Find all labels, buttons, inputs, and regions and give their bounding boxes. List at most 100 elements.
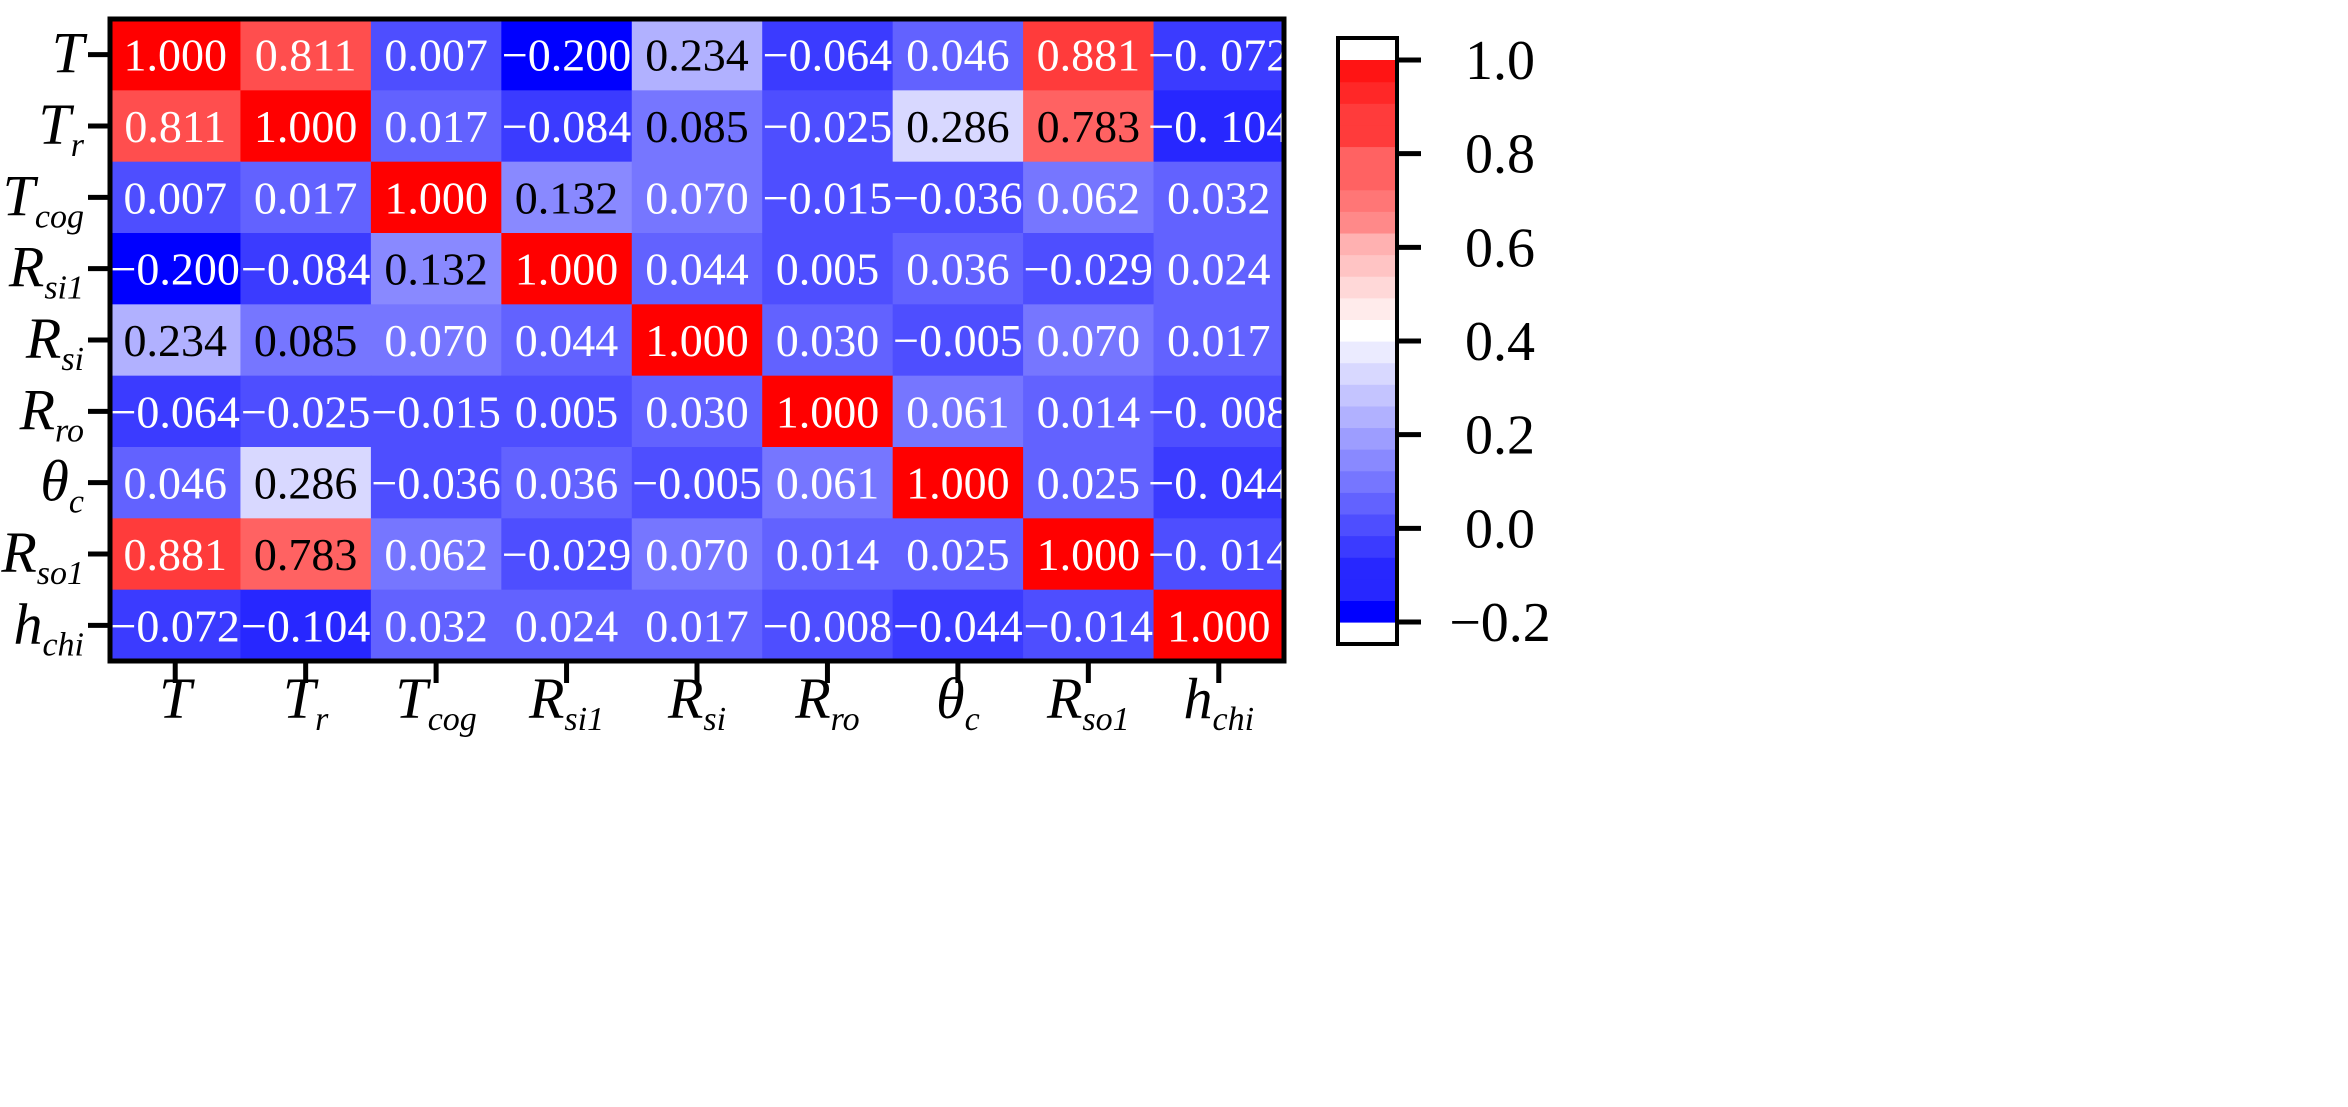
tick-label-subscript: cog <box>35 198 84 235</box>
cell-value-label: 0.044 <box>515 315 619 366</box>
heatmap-cell <box>631 518 763 591</box>
tick-label-subscript: si1 <box>564 701 604 738</box>
cell-value-label: 0.030 <box>776 315 880 366</box>
heatmap-cell <box>370 304 502 377</box>
colorbar-tick-label: 0.2 <box>1465 405 1535 467</box>
heatmap-cell <box>892 375 1024 448</box>
tick-label-subscript: ro <box>55 412 84 449</box>
x-tick-label: Rsi <box>667 666 726 738</box>
heatmap-cell <box>1023 90 1155 163</box>
y-tick-label: Tr <box>39 92 85 164</box>
tick-label-base: T <box>3 163 39 228</box>
heatmap-cell <box>892 233 1024 305</box>
colorbar-band <box>1338 81 1397 104</box>
cell-value-label: −0.036 <box>893 172 1022 223</box>
heatmap-cell <box>762 304 894 377</box>
heatmap-cell <box>631 304 763 377</box>
heatmap-cell <box>1023 233 1155 305</box>
cell-value-label: 0.007 <box>123 172 227 223</box>
heatmap-cell <box>892 90 1024 163</box>
tick-label-base: R <box>0 520 36 585</box>
x-axis: T Tr Tcog Rsi1 Rsi Rro θc Rso1 hchi <box>159 661 1254 738</box>
heatmap-cell <box>240 589 372 662</box>
y-tick-label: Rsi1 <box>8 235 84 307</box>
cell-value-label: 0.007 <box>384 30 488 81</box>
heatmap-cell <box>370 375 502 448</box>
heatmap-cell <box>370 161 502 234</box>
cell-value-label: 1.000 <box>1167 600 1271 651</box>
heatmap-cell <box>240 233 372 305</box>
colorbar-band <box>1338 232 1397 256</box>
cell-value-label: −0.029 <box>1024 244 1153 295</box>
tick-label-subscript: ro <box>831 701 860 738</box>
tick-label-base: T <box>395 666 431 731</box>
heatmap-cells <box>110 19 1285 662</box>
cell-value-label: 0.036 <box>906 244 1010 295</box>
heatmap-cell <box>1023 447 1155 519</box>
heatmap-cell <box>762 90 894 163</box>
heatmap-cell <box>110 304 242 377</box>
heatmap-cell <box>1023 589 1155 662</box>
cell-value-label: 0.017 <box>1167 315 1271 366</box>
heatmap-cell <box>501 375 633 448</box>
cell-value-label: 0.881 <box>1037 30 1141 81</box>
cell-value-label: −0.008 <box>763 600 892 651</box>
heatmap-cell <box>501 447 633 519</box>
cell-value-label: 0.811 <box>124 101 226 152</box>
cell-value-label: 0.017 <box>645 600 749 651</box>
heatmap-cell <box>631 161 763 234</box>
heatmap-cell <box>762 161 894 234</box>
tick-label-subscript: si1 <box>44 270 84 307</box>
heatmap-cell <box>110 589 242 662</box>
cell-value-label: 0.085 <box>254 315 358 366</box>
cell-value-label: 0.061 <box>906 386 1010 437</box>
cell-value-label: −0.064 <box>110 386 239 437</box>
x-tick-label: Tr <box>283 666 329 738</box>
heatmap-cell <box>110 161 242 234</box>
tick-label-base: R <box>528 666 564 731</box>
heatmap-cell <box>240 375 372 448</box>
tick-label-base: R <box>8 235 44 300</box>
tick-label-base: R <box>667 666 703 731</box>
colorbar-tick-label: 1.0 <box>1465 30 1535 92</box>
colorbar-band <box>1338 276 1397 299</box>
cell-value-label: −0.005 <box>893 315 1022 366</box>
heatmap-cell <box>1023 161 1155 234</box>
y-tick-label: hchi <box>13 591 84 663</box>
heatmap-cell <box>631 375 763 448</box>
cell-value-label: −0. 008 <box>1148 386 1289 437</box>
colorbar-tick-label: 0.4 <box>1465 311 1535 373</box>
tick-label-base: R <box>19 377 55 442</box>
colorbar: −0.2 0.0 0.2 0.4 0.6 0.8 1.0 <box>1336 30 1551 654</box>
cell-value-label: 1.000 <box>776 386 880 437</box>
cell-value-label: 0.881 <box>123 529 227 580</box>
cell-value-label: −0.015 <box>763 172 892 223</box>
colorbar-band <box>1338 254 1397 277</box>
heatmap-cell <box>501 19 633 91</box>
tick-label-base: T <box>39 92 75 157</box>
heatmap-cell <box>1023 19 1155 91</box>
colorbar-band <box>1338 362 1397 385</box>
cell-value-label: 0.025 <box>1037 458 1141 509</box>
cell-value-label: 0.783 <box>1037 101 1141 152</box>
heatmap-cell <box>1153 19 1285 91</box>
cell-value-label: 0.234 <box>645 30 749 81</box>
colorbar-band <box>1338 103 1397 126</box>
heatmap-cell <box>892 447 1024 519</box>
colorbar-band <box>1338 557 1397 580</box>
colorbar-band <box>1338 168 1397 191</box>
cell-value-label: 0.234 <box>123 315 227 366</box>
heatmap-cell <box>501 90 633 163</box>
x-tick-label: Rsi1 <box>528 666 604 738</box>
cell-value-label: 1.000 <box>515 244 619 295</box>
heatmap-cell <box>1153 161 1285 234</box>
colorbar-tick-label: 0.0 <box>1465 498 1535 560</box>
cell-value-label: 0.014 <box>776 529 880 580</box>
heatmap-cell <box>501 161 633 234</box>
heatmap-cell <box>762 233 894 305</box>
heatmap-cell <box>762 589 894 662</box>
y-tick-label: Tcog <box>3 163 84 235</box>
colorbar-band <box>1338 384 1397 407</box>
